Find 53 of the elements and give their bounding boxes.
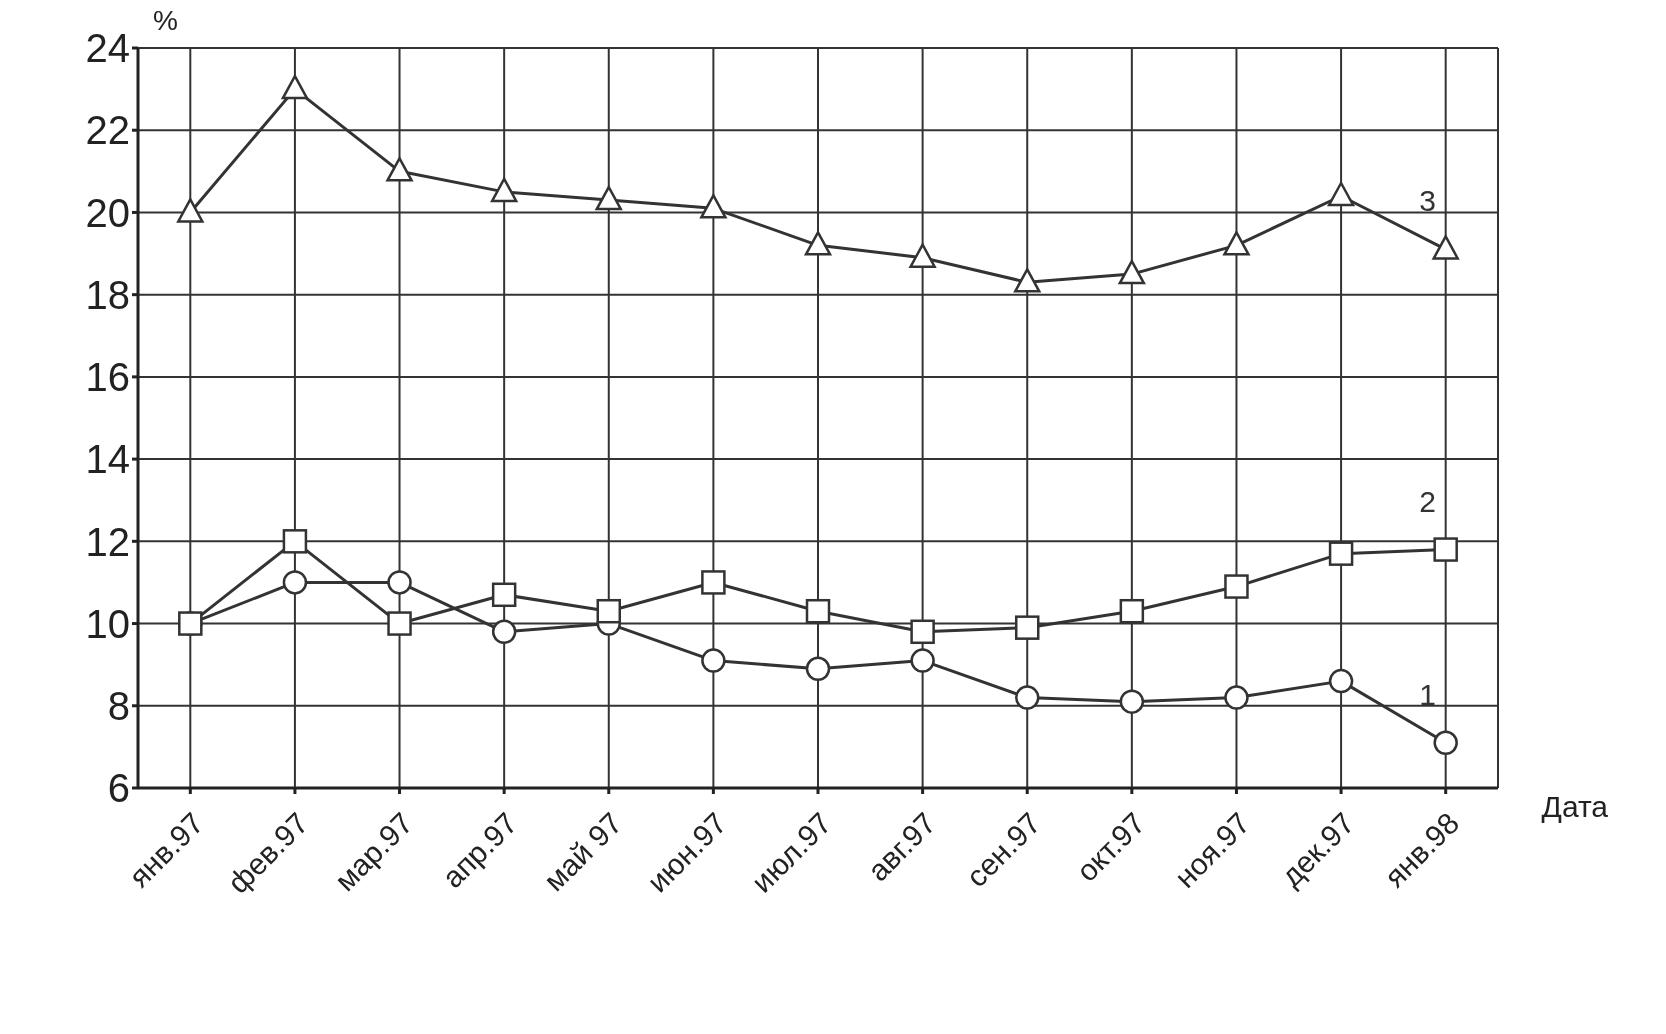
y-tick-label: 22 — [85, 108, 130, 153]
y-tick-label: 6 — [107, 766, 130, 811]
y-tick-label: 12 — [85, 519, 130, 564]
series-label: 2 — [1419, 484, 1437, 518]
point — [1223, 231, 1250, 256]
point — [1014, 685, 1040, 710]
point — [909, 243, 936, 268]
point — [282, 529, 308, 554]
point — [1118, 259, 1146, 285]
point — [804, 231, 832, 256]
y-tick-label: 16 — [85, 355, 130, 400]
point — [386, 157, 413, 182]
point — [595, 185, 623, 211]
point — [491, 582, 517, 608]
y-tick-label: 24 — [85, 26, 130, 71]
point — [1013, 268, 1041, 293]
point — [1433, 730, 1458, 756]
point — [701, 570, 726, 595]
point — [805, 598, 831, 624]
point — [1328, 668, 1354, 694]
point — [177, 198, 204, 223]
series-label: 1 — [1419, 677, 1437, 711]
point — [701, 648, 726, 673]
y-tick-label: 20 — [85, 190, 130, 235]
point — [178, 611, 203, 636]
point — [1119, 598, 1145, 624]
y-tick-label: 10 — [85, 601, 130, 646]
point — [1224, 574, 1249, 599]
point — [1014, 615, 1040, 640]
point — [910, 648, 935, 673]
y-axis-title: % — [153, 4, 178, 36]
y-tick-label: 14 — [85, 437, 130, 482]
series-label: 3 — [1419, 184, 1437, 218]
point — [910, 619, 935, 645]
y-tick-label: 8 — [107, 683, 130, 728]
point — [596, 598, 622, 624]
point — [387, 570, 412, 595]
point — [1328, 541, 1354, 566]
x-axis-title: Дата — [1541, 790, 1609, 824]
point — [805, 656, 831, 682]
point — [1224, 685, 1249, 710]
point — [490, 177, 518, 203]
point — [1432, 235, 1459, 260]
point — [387, 611, 412, 636]
y-tick-label: 18 — [85, 272, 130, 317]
point — [1327, 181, 1355, 207]
x-tick-label: май 97 — [537, 806, 629, 898]
point — [1433, 537, 1458, 562]
point — [491, 619, 517, 645]
point — [1119, 689, 1145, 714]
point — [282, 570, 308, 595]
point — [700, 194, 727, 219]
point — [281, 74, 309, 100]
